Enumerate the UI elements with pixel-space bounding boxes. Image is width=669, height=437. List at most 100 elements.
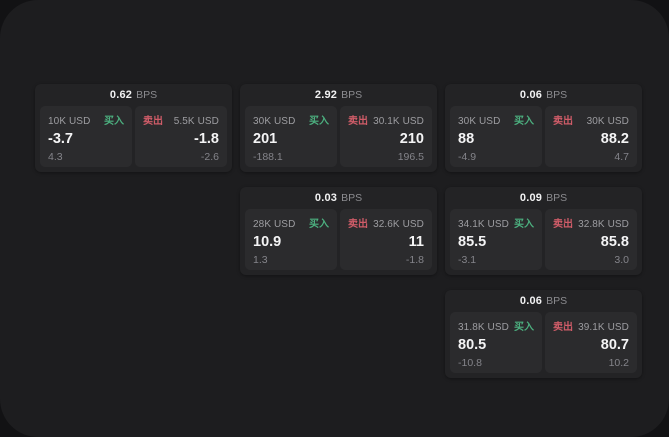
buy-tile-top-row: 30K USD 买入	[253, 112, 329, 127]
quote-card-body: 10K USD 买入 -3.7 4.3 卖出 5.5K USD -1.8 -2.…	[35, 106, 232, 167]
buy-price-value: 10.9	[253, 234, 282, 250]
sell-price-value: 88.2	[600, 131, 629, 147]
buy-delta-value: 1.3	[253, 253, 268, 266]
bps-value: 0.03	[314, 192, 338, 204]
sell-tile-top-row: 卖出 5.5K USD	[143, 112, 219, 127]
bps-unit-label: BPS	[341, 192, 363, 204]
buy-quote-tile[interactable]: 30K USD 买入 201 -188.1	[245, 106, 337, 167]
bps-unit-label: BPS	[546, 295, 568, 307]
buy-price-value: 80.5	[458, 337, 487, 353]
sell-amount-label: 5.5K USD	[173, 116, 219, 127]
buy-amount-label: 30K USD	[253, 116, 296, 127]
bps-unit-label: BPS	[546, 192, 568, 204]
sell-delta-value: -2.6	[200, 150, 219, 163]
buy-price-value: 201	[253, 131, 278, 147]
buy-side-label: 买入	[104, 116, 124, 127]
sell-delta-value: 3.0	[614, 253, 629, 266]
bps-unit-label: BPS	[136, 89, 158, 101]
sell-quote-tile[interactable]: 卖出 32.6K USD 11 -1.8	[340, 209, 432, 270]
buy-delta-value: -3.1	[458, 253, 477, 266]
sell-price-value: 80.7	[600, 337, 629, 353]
sell-tile-top-row: 卖出 32.8K USD	[553, 215, 629, 230]
bps-header: 0.09 BPS	[445, 187, 642, 209]
quote-card-body: 30K USD 买入 201 -188.1 卖出 30.1K USD 210 1…	[240, 106, 437, 167]
sell-amount-label: 30K USD	[586, 116, 629, 127]
quote-card: 2.92 BPS 30K USD 买入 201 -188.1 卖出 30.1K …	[240, 84, 437, 172]
buy-delta-value: -188.1	[253, 150, 283, 163]
quote-card-body: 34.1K USD 买入 85.5 -3.1 卖出 32.8K USD 85.8…	[445, 209, 642, 270]
sell-tile-top-row: 卖出 30K USD	[553, 112, 629, 127]
quote-card-body: 30K USD 买入 88 -4.9 卖出 30K USD 88.2 4.7	[445, 106, 642, 167]
buy-delta-value: 4.3	[48, 150, 63, 163]
sell-side-label: 卖出	[143, 116, 163, 127]
sell-tile-top-row: 卖出 39.1K USD	[553, 318, 629, 333]
bps-value: 0.09	[519, 192, 543, 204]
sell-side-label: 卖出	[348, 116, 368, 127]
sell-delta-value: 10.2	[608, 356, 629, 369]
quote-card: 0.06 BPS 30K USD 买入 88 -4.9 卖出 30K USD 8…	[445, 84, 642, 172]
bps-value: 2.92	[314, 89, 338, 101]
quote-card: 0.06 BPS 31.8K USD 买入 80.5 -10.8 卖出 39.1…	[445, 290, 642, 378]
quote-card: 0.62 BPS 10K USD 买入 -3.7 4.3 卖出 5.5K USD…	[35, 84, 232, 172]
bps-header: 0.62 BPS	[35, 84, 232, 106]
sell-amount-label: 30.1K USD	[373, 116, 424, 127]
buy-side-label: 买入	[514, 116, 534, 127]
sell-tile-top-row: 卖出 32.6K USD	[348, 215, 424, 230]
sell-quote-tile[interactable]: 卖出 32.8K USD 85.8 3.0	[545, 209, 637, 270]
sell-amount-label: 39.1K USD	[578, 322, 629, 333]
bps-value: 0.06	[519, 295, 543, 307]
quote-card-body: 28K USD 买入 10.9 1.3 卖出 32.6K USD 11 -1.8	[240, 209, 437, 270]
sell-delta-value: 196.5	[397, 150, 424, 163]
sell-price-value: -1.8	[194, 131, 219, 147]
bps-header: 0.06 BPS	[445, 290, 642, 312]
buy-quote-tile[interactable]: 10K USD 买入 -3.7 4.3	[40, 106, 132, 167]
bps-header: 0.03 BPS	[240, 187, 437, 209]
buy-tile-top-row: 10K USD 买入	[48, 112, 124, 127]
bps-value: 0.06	[519, 89, 543, 101]
quote-card: 0.09 BPS 34.1K USD 买入 85.5 -3.1 卖出 32.8K…	[445, 187, 642, 275]
buy-tile-top-row: 30K USD 买入	[458, 112, 534, 127]
sell-price-value: 210	[399, 131, 424, 147]
buy-side-label: 买入	[309, 219, 329, 230]
buy-quote-tile[interactable]: 30K USD 买入 88 -4.9	[450, 106, 542, 167]
quote-card-body: 31.8K USD 买入 80.5 -10.8 卖出 39.1K USD 80.…	[445, 312, 642, 373]
buy-side-label: 买入	[514, 219, 534, 230]
sell-price-value: 85.8	[600, 234, 629, 250]
sell-side-label: 卖出	[553, 322, 573, 333]
sell-tile-top-row: 卖出 30.1K USD	[348, 112, 424, 127]
buy-tile-top-row: 31.8K USD 买入	[458, 318, 534, 333]
buy-amount-label: 30K USD	[458, 116, 501, 127]
buy-price-value: 88	[458, 131, 475, 147]
sell-quote-tile[interactable]: 卖出 39.1K USD 80.7 10.2	[545, 312, 637, 373]
sell-amount-label: 32.6K USD	[373, 219, 424, 230]
sell-price-value: 11	[408, 234, 424, 250]
buy-amount-label: 31.8K USD	[458, 322, 509, 333]
buy-amount-label: 34.1K USD	[458, 219, 509, 230]
buy-amount-label: 28K USD	[253, 219, 296, 230]
buy-side-label: 买入	[309, 116, 329, 127]
buy-price-value: -3.7	[48, 131, 73, 147]
buy-price-value: 85.5	[458, 234, 487, 250]
sell-quote-tile[interactable]: 卖出 30K USD 88.2 4.7	[545, 106, 637, 167]
sell-quote-tile[interactable]: 卖出 5.5K USD -1.8 -2.6	[135, 106, 227, 167]
sell-side-label: 卖出	[348, 219, 368, 230]
sell-amount-label: 32.8K USD	[578, 219, 629, 230]
sell-side-label: 卖出	[553, 219, 573, 230]
buy-quote-tile[interactable]: 28K USD 买入 10.9 1.3	[245, 209, 337, 270]
quote-card: 0.03 BPS 28K USD 买入 10.9 1.3 卖出 32.6K US…	[240, 187, 437, 275]
buy-tile-top-row: 34.1K USD 买入	[458, 215, 534, 230]
buy-delta-value: -4.9	[458, 150, 477, 163]
sell-side-label: 卖出	[553, 116, 573, 127]
bps-header: 2.92 BPS	[240, 84, 437, 106]
bps-unit-label: BPS	[546, 89, 568, 101]
buy-quote-tile[interactable]: 31.8K USD 买入 80.5 -10.8	[450, 312, 542, 373]
sell-delta-value: 4.7	[614, 150, 629, 163]
bps-header: 0.06 BPS	[445, 84, 642, 106]
buy-quote-tile[interactable]: 34.1K USD 买入 85.5 -3.1	[450, 209, 542, 270]
sell-quote-tile[interactable]: 卖出 30.1K USD 210 196.5	[340, 106, 432, 167]
buy-delta-value: -10.8	[458, 356, 482, 369]
buy-amount-label: 10K USD	[48, 116, 91, 127]
sell-delta-value: -1.8	[405, 253, 424, 266]
